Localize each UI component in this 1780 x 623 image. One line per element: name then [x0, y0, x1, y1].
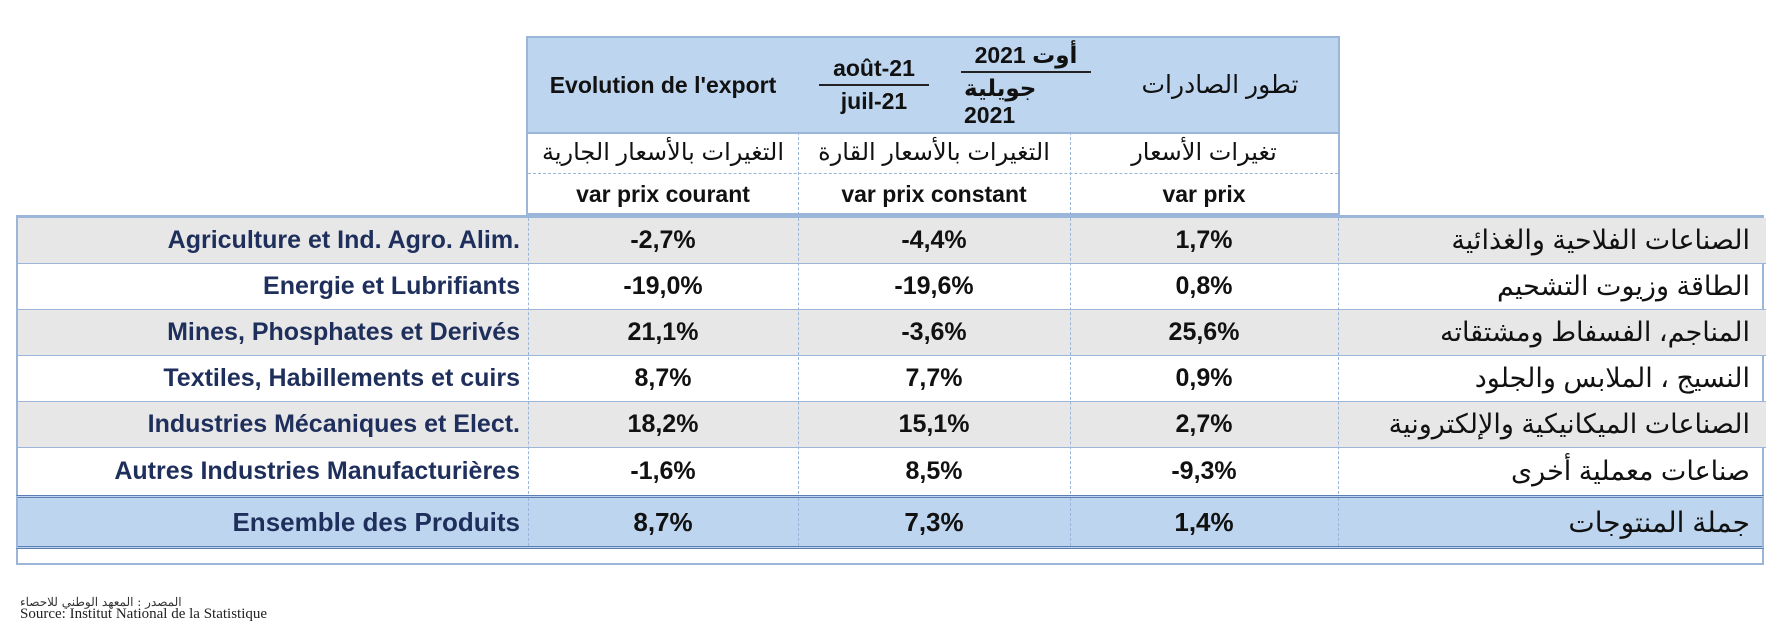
col-sep [1070, 218, 1071, 494]
row-label-fr: Textiles, Habillements et cuirs [163, 364, 520, 392]
period-denominator-fr: juil-21 [840, 88, 908, 114]
row-label-ar: الصناعات الفلاحية والغذائية [1451, 225, 1750, 255]
col-constant-fr: var prix constant [841, 180, 1027, 207]
value-constant: -4,4% [901, 226, 967, 254]
header-col-sep-2 [1070, 132, 1071, 215]
period-numerator-ar: أوت 2021 [960, 40, 1092, 73]
value-courant: 21,1% [627, 318, 699, 346]
col-prix-ar: تغيرات الأسعار [1131, 139, 1277, 166]
header-subdivider [528, 173, 1338, 174]
value-courant: -2,7% [630, 226, 696, 254]
row-label-ar: الطاقة وزيوت التشحيم [1497, 271, 1750, 301]
value-constant: 15,1% [898, 410, 970, 438]
row-label-ar: صناعات معملية أخرى [1511, 455, 1750, 486]
value-courant: -19,0% [623, 272, 703, 300]
total-row: Ensemble des Produits 8,7% 7,3% 1,4% جمل… [16, 495, 1764, 549]
value-courant: 18,2% [627, 410, 699, 438]
value-constant: -19,6% [894, 272, 974, 300]
col-courant-ar: التغيرات بالأسعار الجارية [541, 139, 785, 166]
value-prix: 0,9% [1175, 364, 1233, 392]
total-prix: 1,4% [1174, 506, 1234, 537]
value-prix: 0,8% [1175, 272, 1233, 300]
row-label-fr: Industries Mécaniques et Elect. [147, 410, 520, 438]
row-label-fr: Energie et Lubrifiants [263, 272, 520, 300]
value-courant: 8,7% [634, 364, 692, 392]
row-label-ar: المناجم، الفسفاط ومشتقاته [1439, 317, 1750, 347]
row-label-ar: الصناعات الميكانيكية والإلكترونية [1388, 409, 1750, 439]
row-label-fr: Autres Industries Manufacturières [114, 456, 520, 485]
col-sep [798, 218, 799, 494]
value-prix: 1,7% [1175, 226, 1233, 254]
data-rows: Agriculture et Ind. Agro. Alim. -2,7% -4… [16, 215, 1766, 565]
table-row: Autres Industries Manufacturières -1,6% … [18, 448, 1766, 494]
source-note-ar: المصدر : المعهد الوطني للاحصاء [20, 595, 182, 609]
value-prix: 25,6% [1168, 318, 1240, 346]
header-divider [528, 132, 1338, 134]
value-prix: -9,3% [1171, 456, 1237, 485]
header-col-sep-1 [798, 132, 799, 215]
table-row: Mines, Phosphates et Derivés 21,1% -3,6%… [18, 310, 1766, 356]
period-denominator-ar: جويلية 2021 [964, 74, 1037, 128]
col-sep [528, 218, 529, 494]
col-prix-fr: var prix [1162, 180, 1246, 207]
value-courant: -1,6% [630, 456, 696, 485]
header-evolution-fr: Evolution de l'export [549, 71, 777, 98]
col-sep [1070, 498, 1071, 546]
col-sep [1338, 498, 1339, 546]
col-constant-ar: التغيرات بالأسعار القارة [818, 139, 1050, 166]
table-row: Textiles, Habillements et cuirs 8,7% 7,7… [18, 356, 1766, 402]
table-row: Agriculture et Ind. Agro. Alim. -2,7% -4… [18, 218, 1766, 264]
total-label-ar: جملة المنتوجات [1568, 506, 1750, 538]
row-label-fr: Agriculture et Ind. Agro. Alim. [167, 226, 520, 254]
header-title-band [528, 38, 1338, 132]
source-note-fr: Source: Institut National de la Statisti… [20, 606, 268, 622]
col-sep [528, 498, 529, 546]
value-constant: 7,7% [905, 364, 963, 392]
col-sep [1338, 218, 1339, 494]
table-row: Industries Mécaniques et Elect. 18,2% 15… [18, 402, 1766, 448]
value-constant: 8,5% [905, 456, 963, 485]
value-prix: 2,7% [1175, 410, 1233, 438]
row-label-fr: Mines, Phosphates et Derivés [167, 318, 520, 346]
col-courant-fr: var prix courant [576, 180, 750, 207]
header-evolution-ar: تطور الصادرات [1141, 71, 1299, 99]
col-sep [798, 498, 799, 546]
total-constant: 7,3% [904, 506, 964, 537]
total-label-fr: Ensemble des Produits [232, 506, 520, 537]
period-fraction-ar: أوت 2021 جويلية 2021 [950, 38, 1102, 132]
table-row: Energie et Lubrifiants -19,0% -19,6% 0,8… [18, 264, 1766, 310]
row-label-ar: النسيج ، الملابس والجلود [1474, 363, 1750, 393]
value-constant: -3,6% [901, 318, 967, 346]
total-courant: 8,7% [633, 506, 693, 537]
period-fraction-fr: août-21 juil-21 [798, 38, 950, 132]
period-numerator-fr: août-21 [819, 53, 929, 86]
